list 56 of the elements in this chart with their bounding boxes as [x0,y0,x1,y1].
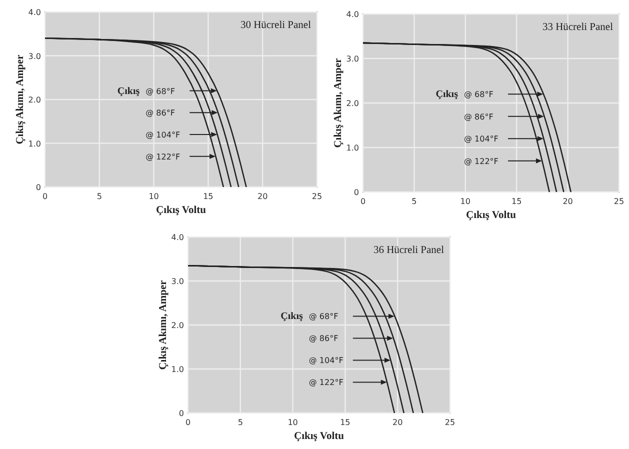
y-tick-label: 1.0 [171,365,184,374]
y-tick-label: 2.0 [171,321,184,330]
legend-label: @ 104°F [464,134,499,144]
x-axis-title: Çıkış Voltu [294,431,344,442]
x-tick-label: 20 [392,418,403,427]
x-tick-label: 20 [562,197,573,206]
y-tick-label: 0 [36,183,41,192]
x-tick-label: 15 [512,197,522,206]
text: 33 Hücreli Panel [542,22,614,33]
x-tick-label: 0 [42,192,48,201]
x-tick-label: 10 [148,192,159,201]
legend-label: @ 86°F [146,108,176,118]
legend-label: @ 104°F [146,130,180,140]
y-tick-label: 3.0 [28,52,41,61]
y-tick-label: 3.0 [346,54,359,64]
legend-label: @ 86°F [464,112,494,122]
y-tick-label: 4.0 [28,8,41,17]
legend-label: @ 122°F [146,152,180,162]
x-tick-label: 25 [614,197,624,206]
annotation: Çıkış [280,311,303,322]
x-tick-label: 10 [288,418,298,427]
x-tick-label: 5 [238,418,243,427]
y-tick-label: 3.0 [171,277,184,286]
legend-label: @ 122°F [308,378,344,388]
y-tick-label: 1.0 [346,144,359,152]
y-tick-label: 0 [178,409,184,418]
y-tick-label: 4.0 [171,233,184,242]
annotation: Çıkış [436,89,458,100]
x-tick-label: 5 [96,192,102,201]
legend-label: @ 122°F [464,156,499,166]
y-tick-label: 2.0 [28,96,41,104]
x-tick-label: 0 [185,418,191,427]
x-tick-label: 0 [360,197,366,206]
y-axis-title: Çıkış Akımı, Amper [158,280,169,370]
y-axis-title: Çıkış Akımı, Amper [15,54,26,144]
annotation: Çıkış [117,86,140,97]
legend-label: @ 104°F [308,356,344,366]
x-tick-label: 25 [444,418,456,427]
legend-label: @ 68°F [464,90,494,100]
x-axis-title: Çıkış Voltu [466,210,516,221]
x-tick-label: 5 [412,197,417,206]
y-tick-label: 2.0 [346,99,359,108]
legend-label: @ 68°F [146,86,176,96]
y-tick-label: 4.0 [346,10,359,19]
x-tick-label: 20 [258,192,268,201]
legend-label: @ 68°F [308,312,339,322]
legend-label: @ 86°F [308,334,339,344]
y-tick-label: 1.0 [28,139,41,148]
x-axis-title: Çıkış Voltu [156,205,206,216]
x-tick-label: 15 [340,418,350,427]
x-tick-label: 25 [312,192,322,201]
x-tick-label: 10 [460,197,470,206]
x-tick-label: 15 [203,192,214,201]
text: 36 Hücreli Panel [373,245,444,256]
text: 30 Hücreli Panel [240,20,312,31]
y-axis-title: Çıkış Akımı, Amper [333,58,344,148]
